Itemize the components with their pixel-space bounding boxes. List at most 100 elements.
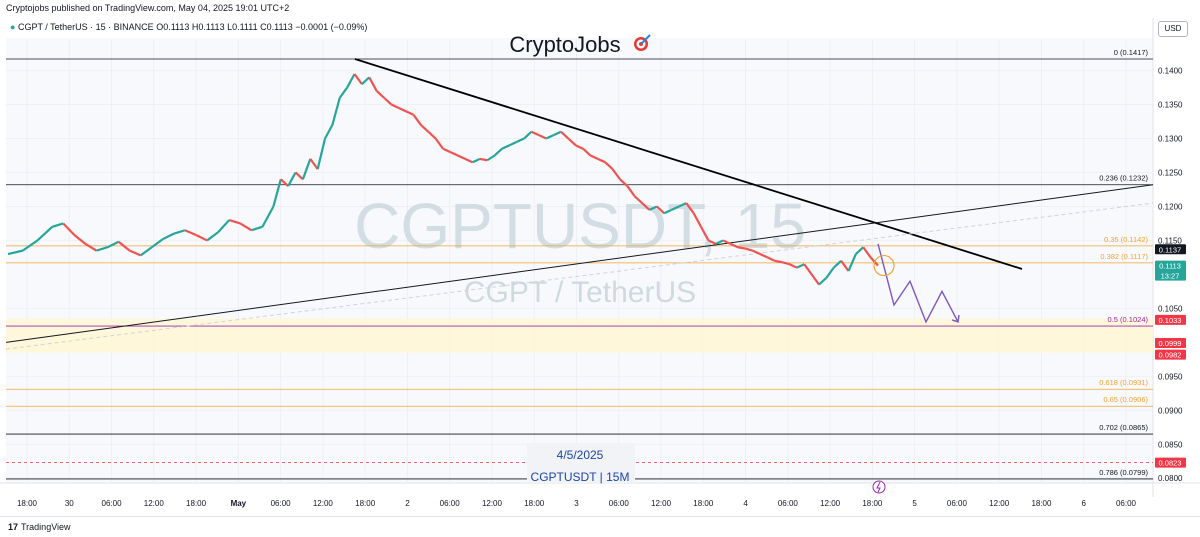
price-candle — [715, 239, 724, 245]
price-candle — [825, 266, 835, 279]
price-badge — [1155, 260, 1186, 281]
price-candle — [582, 147, 592, 157]
price-badge-label: 0.1137 — [1159, 245, 1181, 254]
price-chart[interactable]: 0.1400 0.1350 0.1300 0.1250 0.1200 0.1150 0.10… — [0, 0, 1200, 516]
ohlc-values: O0.1113 H0.1113 L0.1111 C0.1113 −0.0001 … — [156, 22, 368, 32]
price-candle — [700, 226, 710, 241]
price-badge — [1155, 338, 1186, 349]
price-candle — [331, 97, 341, 126]
highlight-circle — [873, 254, 895, 277]
price-candle — [744, 247, 753, 252]
fib-level-label: 0.5 (0.1024) — [1108, 315, 1149, 324]
price-candle — [375, 90, 385, 99]
price-candle — [545, 134, 555, 140]
price-candle — [781, 261, 790, 266]
dart-target-icon — [634, 34, 651, 51]
price-candle — [803, 263, 813, 276]
tradingview-logo[interactable]: 17 TradingView — [8, 522, 71, 532]
price-candle — [420, 124, 429, 133]
symbol-title[interactable]: CGPT / TetherUS · 15 · BINANCE — [17, 22, 154, 32]
price-candle — [692, 212, 703, 228]
event-marker-icon[interactable] — [872, 480, 886, 494]
price-candle — [796, 263, 805, 269]
ascending-trendline[interactable] — [5, 184, 1154, 343]
price-candle — [280, 178, 289, 187]
price-candle — [162, 232, 175, 241]
price-badge-countdown: 13:27 — [1161, 272, 1180, 281]
price-candle — [398, 106, 407, 113]
price-candle — [833, 260, 842, 269]
price-candle — [479, 157, 488, 162]
price-candle — [707, 239, 717, 245]
price-candle — [449, 151, 459, 157]
price-candle — [604, 161, 614, 170]
price-candle — [250, 225, 263, 232]
y-tick-label: 0.0800 — [1158, 474, 1183, 483]
x-tick-label: 5 — [912, 499, 917, 508]
price-candle — [493, 147, 503, 157]
price-candle — [316, 138, 327, 170]
support-zone — [6, 318, 1153, 353]
price-candle — [195, 234, 208, 242]
price-candle — [589, 154, 599, 160]
price-candle — [338, 86, 349, 99]
price-candle — [442, 147, 451, 154]
price-candle — [641, 202, 651, 211]
price-candle — [567, 137, 577, 147]
x-tick-label: 18:00 — [524, 499, 545, 508]
trendline-extension — [5, 202, 1154, 350]
price-candle — [730, 242, 739, 249]
price-badge — [1155, 244, 1186, 255]
price-candle — [405, 110, 414, 116]
price-candle — [722, 239, 732, 245]
price-candle — [7, 249, 23, 256]
price-candle — [22, 239, 39, 252]
y-tick-label: 0.1300 — [1158, 135, 1183, 144]
x-tick-label: 30 — [65, 499, 74, 508]
price-candle — [239, 222, 252, 232]
x-tick-label: 12:00 — [820, 499, 841, 508]
price-candle — [434, 137, 444, 150]
price-candle — [36, 226, 53, 242]
y-tick-label: 0.0850 — [1158, 440, 1183, 449]
tradingview-mark-icon: 17 — [8, 522, 19, 532]
price-candle — [472, 157, 481, 164]
price-candle — [531, 130, 540, 137]
price-candle — [678, 202, 687, 208]
x-tick-label: 2 — [405, 499, 410, 508]
price-candle — [671, 205, 680, 211]
price-candle — [151, 238, 164, 249]
price-candle — [766, 256, 776, 262]
price-candle — [626, 185, 636, 197]
projection-path[interactable] — [877, 243, 959, 324]
fib-level-label: 0.618 (0.0931) — [1099, 378, 1148, 387]
fib-level-label: 0.236 (0.1232) — [1099, 174, 1148, 183]
price-candle — [272, 178, 282, 207]
price-candle — [553, 130, 562, 137]
price-candle — [855, 246, 864, 255]
price-candle — [619, 178, 629, 187]
price-badge — [1155, 457, 1186, 468]
price-badge-label: 0.0999 — [1159, 339, 1182, 348]
y-tick-label: 0.1250 — [1158, 168, 1183, 177]
x-tick-label: 18:00 — [17, 499, 38, 508]
price-candle — [464, 157, 473, 164]
y-tick-label: 0.1400 — [1158, 67, 1183, 76]
price-candle — [737, 246, 746, 250]
price-badge-label: 0.0823 — [1159, 459, 1182, 468]
price-candle — [774, 259, 783, 264]
price-candle — [862, 246, 872, 259]
x-tick-label: 06:00 — [609, 499, 630, 508]
tradingview-brand: TradingView — [21, 522, 71, 532]
fib-level-label: 0.702 (0.0865) — [1099, 423, 1148, 432]
price-candle — [390, 103, 400, 109]
price-candle — [346, 73, 356, 89]
y-tick-label: 0.0950 — [1158, 372, 1183, 381]
price-candle — [597, 157, 606, 164]
price-candle — [412, 114, 422, 126]
price-candle — [96, 246, 108, 252]
currency-button[interactable]: USD — [1158, 21, 1188, 37]
price-candle — [301, 158, 312, 180]
price-candle — [486, 154, 496, 162]
watermark-name: CGPT / TetherUS — [464, 276, 696, 309]
